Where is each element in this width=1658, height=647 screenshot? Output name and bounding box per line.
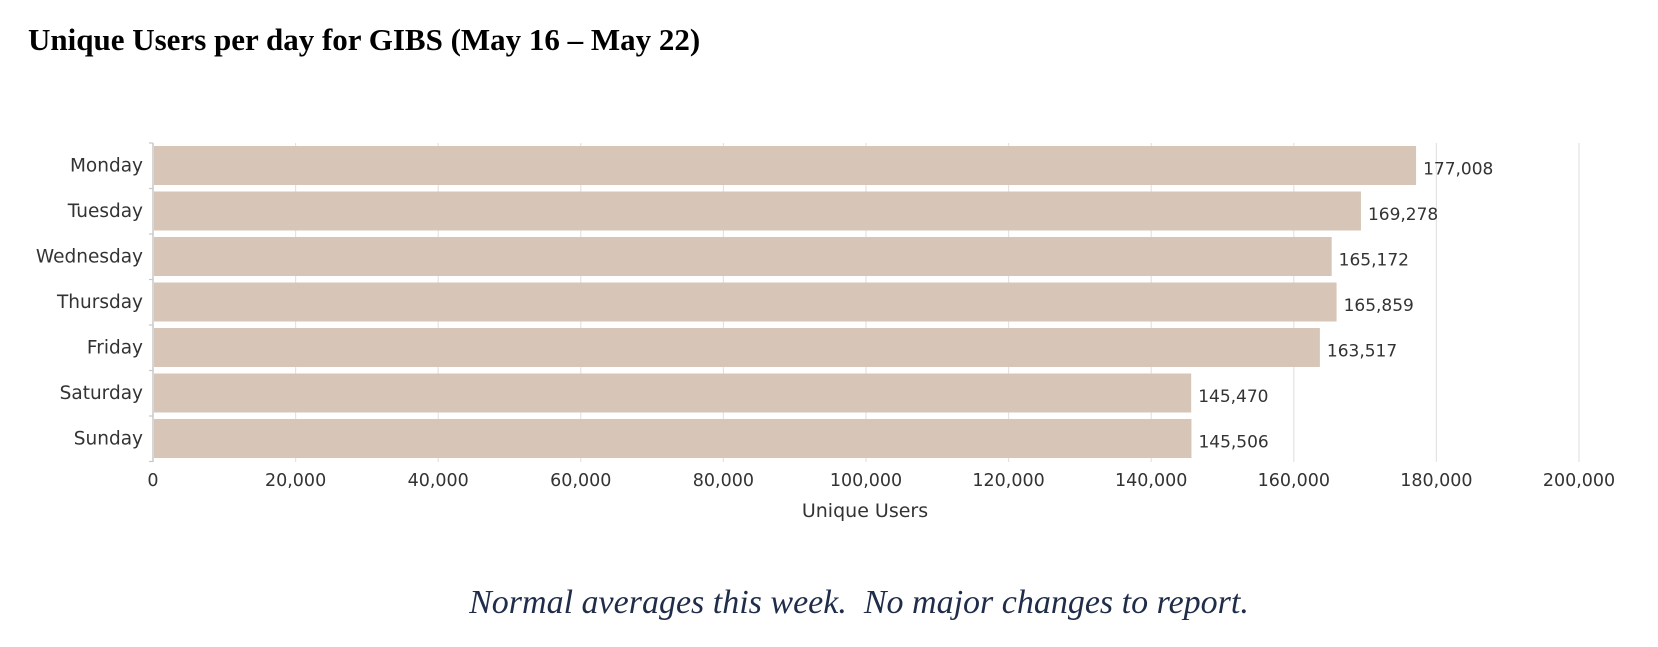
- category-label: Sunday: [74, 429, 143, 450]
- bar: [154, 373, 1192, 413]
- x-tick-label: 120,000: [972, 471, 1044, 491]
- category-label: Wednesday: [36, 247, 143, 268]
- x-tick-label: 20,000: [265, 471, 326, 491]
- bar: [154, 282, 1337, 322]
- data-label: 165,172: [1339, 251, 1409, 271]
- category-label: Saturday: [60, 383, 143, 404]
- bar: [154, 237, 1332, 276]
- data-label: 145,506: [1198, 433, 1268, 453]
- data-label: 145,470: [1198, 387, 1268, 407]
- axes: [149, 142, 154, 463]
- footnote-note: Normal averages this week. No major chan…: [469, 584, 1249, 621]
- x-axis-title: Unique Users: [802, 500, 928, 522]
- category-label: Monday: [70, 156, 143, 177]
- bar: [154, 191, 1361, 231]
- x-tick-label: 140,000: [1115, 471, 1187, 491]
- x-tick-label: 100,000: [830, 471, 902, 491]
- data-label: 177,008: [1423, 160, 1493, 180]
- x-tick-label: 60,000: [550, 471, 611, 491]
- labels: 0 20,000 40,000 60,000 80,000 100,000 120,000 1…: [36, 156, 1615, 492]
- x-tick-label: 40,000: [408, 471, 469, 491]
- bars: [154, 146, 1417, 458]
- category-label: Thursday: [56, 292, 143, 313]
- bar-chart: 0 20,000 40,000 60,000 80,000 100,000 120,000 1…: [36, 142, 1615, 522]
- bar: [154, 328, 1320, 367]
- data-label: 163,517: [1327, 342, 1397, 362]
- data-label: 165,859: [1344, 296, 1414, 316]
- x-tick-label: 0: [147, 471, 158, 491]
- x-tick-label: 80,000: [693, 471, 754, 491]
- data-label: 169,278: [1368, 205, 1438, 225]
- bar: [154, 419, 1192, 458]
- category-label: Tuesday: [67, 201, 143, 222]
- bar: [154, 146, 1417, 185]
- x-tick-label: 160,000: [1258, 471, 1330, 491]
- x-tick-label: 180,000: [1400, 471, 1472, 491]
- page-title: Unique Users per day for GIBS (May 16 – …: [28, 22, 701, 57]
- x-tick-label: 200,000: [1543, 471, 1615, 491]
- category-label: Friday: [87, 338, 143, 359]
